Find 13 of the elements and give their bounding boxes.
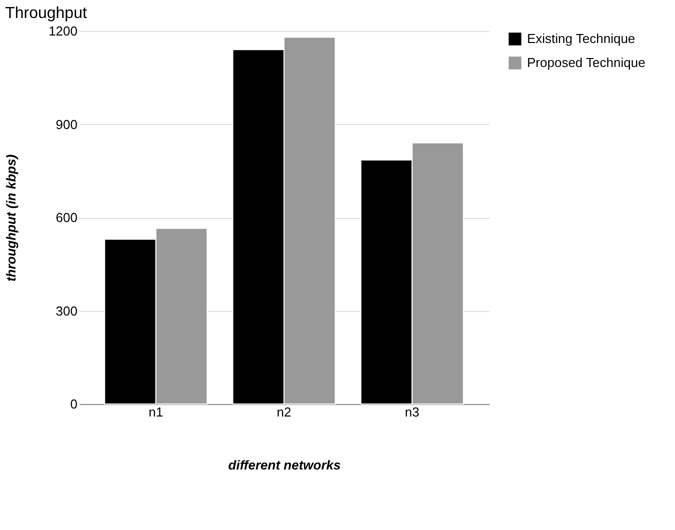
x-tick-label: n2: [276, 404, 292, 420]
y-tick-label: 600: [56, 210, 78, 225]
x-tick-label: n1: [148, 404, 164, 420]
x-tick-label: n3: [404, 404, 420, 420]
y-axis-title: throughput (in kbps): [4, 154, 19, 282]
y-tick-label: 0: [70, 396, 78, 412]
legend-label: Existing Technique: [527, 31, 636, 46]
chart-title: Throughput: [5, 5, 88, 22]
y-tick-label: 300: [56, 303, 78, 318]
y-tick-label: 900: [56, 116, 78, 132]
y-tick-label: 1200: [48, 24, 78, 38]
x-axis-title: different networks: [228, 458, 341, 472]
legend-label: Proposed Technique: [527, 55, 646, 70]
